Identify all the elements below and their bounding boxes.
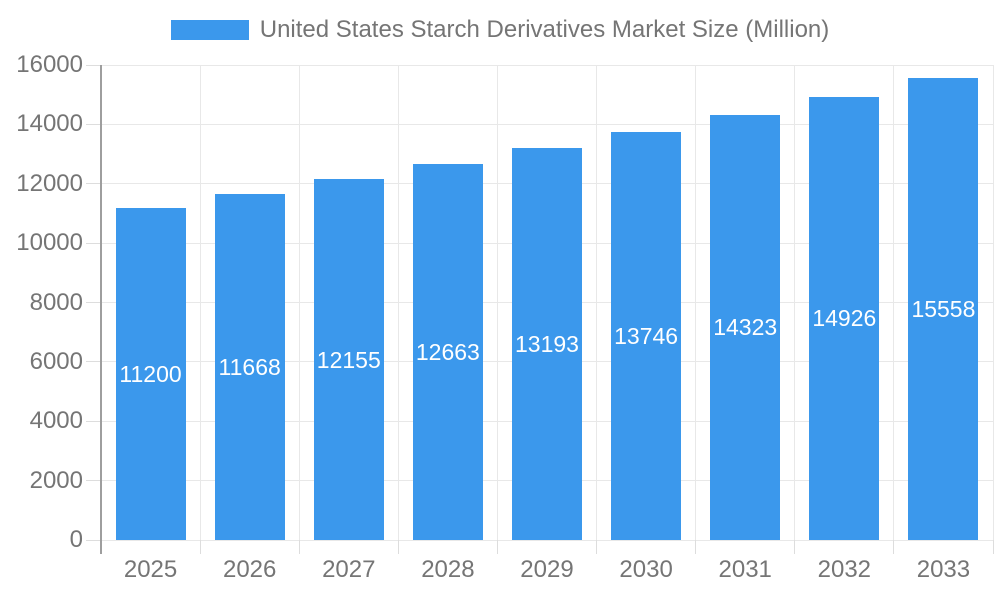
gridline-vertical: [199, 65, 201, 540]
x-axis-tick: [695, 540, 697, 554]
x-axis-tick: [199, 540, 201, 554]
y-axis-tick-label: 14000: [16, 110, 83, 138]
y-axis-tick-label: 4000: [29, 407, 83, 435]
gridline-horizontal: [101, 539, 993, 541]
x-axis-tick-label: 2025: [123, 556, 178, 583]
y-axis-tick: [86, 183, 101, 185]
legend-swatch: [170, 20, 249, 40]
bar: [809, 96, 880, 540]
y-axis-tick: [86, 64, 101, 66]
bar: [313, 179, 384, 540]
x-axis-tick: [794, 540, 796, 554]
bar: [512, 148, 582, 540]
y-axis-tick-label: 8000: [29, 288, 83, 316]
bar-value-label: 12663: [415, 339, 480, 366]
y-axis-tick-label: 10000: [16, 229, 83, 257]
x-axis-tick-label: 2029: [520, 556, 574, 583]
y-axis-tick-label: 2000: [29, 466, 83, 494]
y-axis-tick: [86, 539, 101, 541]
y-axis-tick: [86, 242, 101, 244]
gridline-horizontal: [101, 64, 993, 66]
bar: [412, 164, 483, 540]
bar: [214, 193, 285, 540]
bar-value-label: 12155: [316, 346, 381, 373]
y-axis-tick-label: 12000: [16, 169, 83, 197]
bar-value-label: 13193: [515, 331, 579, 358]
y-axis-tick: [86, 302, 101, 303]
chart-title: United States Starch Derivatives Market …: [259, 16, 830, 43]
bar: [115, 207, 186, 540]
gridline-vertical: [596, 65, 598, 540]
y-axis-tick-label: 16000: [16, 51, 83, 78]
gridline-horizontal: [101, 123, 993, 125]
gridline-vertical: [397, 65, 399, 540]
x-axis-tick: [298, 540, 300, 554]
x-axis-tick: [893, 540, 895, 554]
y-axis-tick: [86, 123, 101, 125]
gridline-vertical: [496, 65, 498, 540]
bar-value-label: 13746: [614, 322, 679, 349]
gridline-vertical: [695, 65, 697, 540]
bar-value-label: 14926: [812, 305, 877, 332]
chart-legend[interactable]: United States Starch Derivatives Market …: [0, 16, 1000, 44]
bar: [611, 131, 682, 540]
bar: [908, 78, 979, 540]
y-axis-tick: [86, 361, 101, 363]
x-axis-tick-label: 2032: [817, 556, 872, 583]
bar-value-label: 11668: [218, 353, 281, 380]
x-axis-tick-label: 2028: [421, 556, 475, 583]
bar-value-label: 14323: [713, 314, 778, 341]
x-axis-tick: [992, 540, 994, 554]
x-axis-tick: [397, 540, 399, 554]
bar-value-label: 11200: [119, 360, 182, 387]
x-axis-tick-label: 2031: [718, 556, 772, 583]
x-axis-tick-label: 2030: [619, 556, 673, 583]
x-axis-tick-label: 2026: [222, 556, 277, 583]
x-axis-tick-label: 2027: [322, 556, 376, 583]
x-axis-tick: [496, 540, 498, 554]
y-axis-tick-label: 0: [69, 526, 83, 553]
x-axis-tick: [596, 540, 598, 554]
x-axis-tick-label: 2033: [916, 556, 971, 583]
gridline-vertical: [992, 65, 994, 540]
gridline-vertical: [298, 65, 300, 540]
y-axis-line: [100, 65, 102, 554]
bar: [710, 114, 781, 540]
y-axis-tick-label: 6000: [29, 347, 83, 375]
gridline-vertical: [893, 65, 895, 540]
y-axis-tick: [86, 480, 101, 482]
gridline-vertical: [794, 65, 796, 540]
bar-value-label: 15558: [911, 296, 976, 323]
y-axis-tick: [86, 420, 101, 422]
